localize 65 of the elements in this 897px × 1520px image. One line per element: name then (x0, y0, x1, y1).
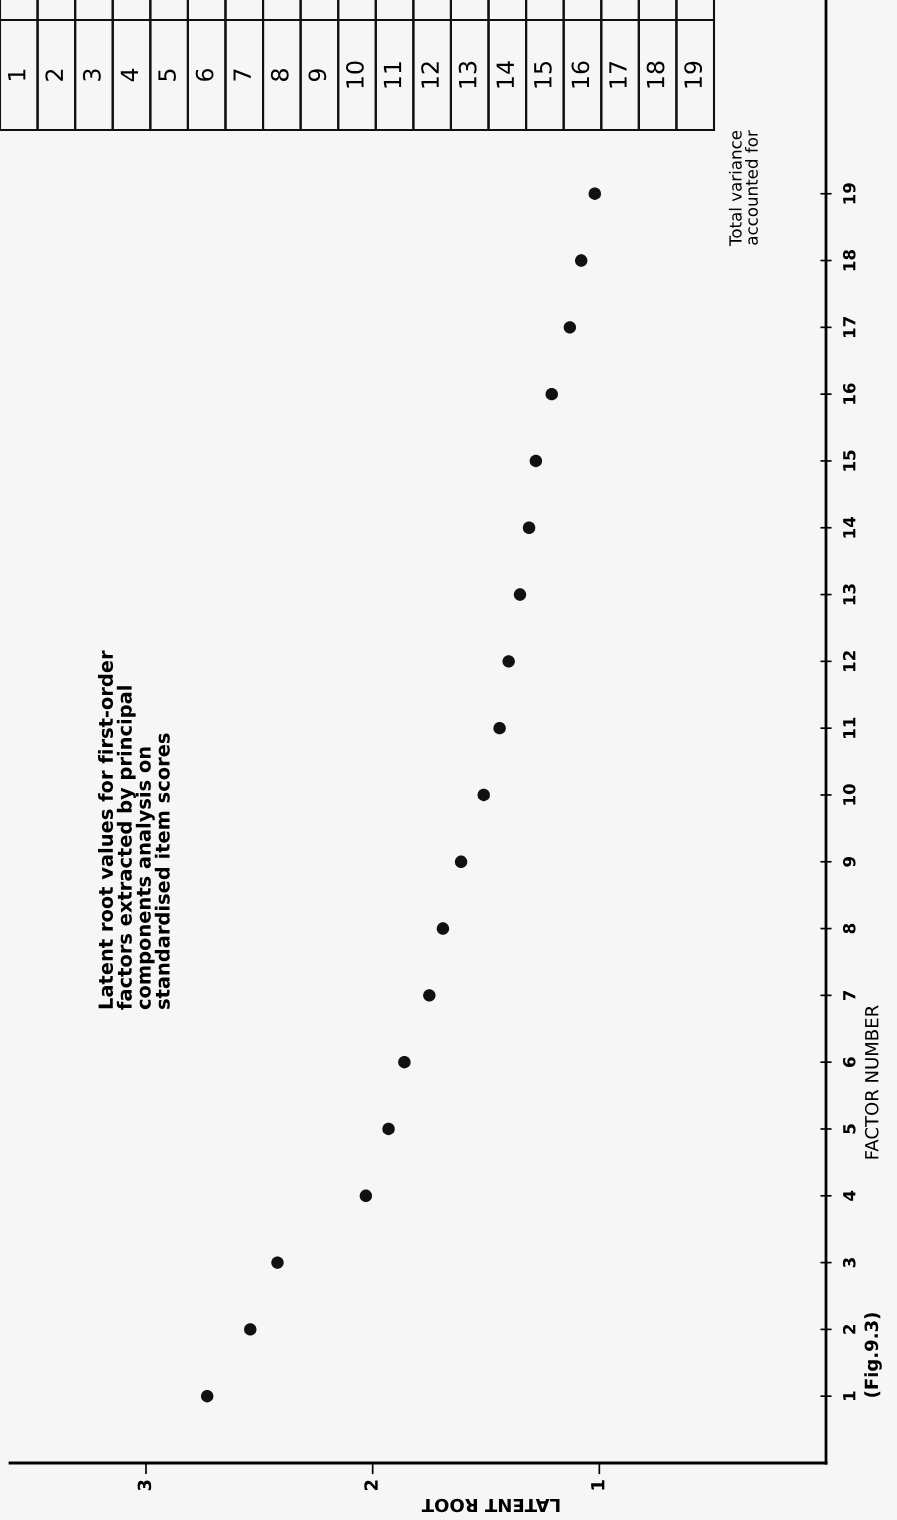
point (200, 1389, 214, 1403)
point (493, 721, 506, 735)
y-axis-title: FACTOR NUMBER (864, 1005, 879, 1159)
x-tick-label: 3 (137, 1480, 152, 1491)
y-tick-label: 10 (842, 784, 856, 805)
annotation: 5 (158, 69, 176, 81)
point (545, 387, 558, 401)
annotation: 19 (684, 61, 703, 88)
y-tick-label: 4 (843, 1190, 856, 1201)
point (244, 1323, 257, 1336)
annotation: 12 (421, 62, 439, 88)
annotation: 18 (646, 61, 665, 88)
annotation: 13 (458, 61, 477, 88)
point (563, 321, 577, 334)
annotation: 3 (82, 69, 101, 81)
y-tick-label: 2 (842, 1325, 856, 1334)
y-tick-label: 14 (843, 516, 856, 538)
point (359, 1189, 373, 1202)
annotation: 14 (496, 61, 514, 88)
y-tick-label: 3 (842, 1258, 856, 1268)
point (477, 788, 490, 802)
point (454, 855, 468, 868)
annotation: 6 (195, 68, 214, 81)
point (513, 588, 527, 601)
text: (Fig.9.3) (864, 1313, 882, 1397)
y-tick-label: 1 (843, 1391, 856, 1401)
y-tick-label: 9 (842, 857, 856, 867)
y-tick-label: 6 (842, 1057, 856, 1067)
point (271, 1256, 284, 1269)
point (574, 254, 588, 267)
annotation: 15 (534, 62, 552, 88)
point (398, 1055, 411, 1069)
point (382, 1122, 395, 1136)
annotation: 8 (270, 69, 289, 81)
annotation: Total variance accounted for (728, 130, 758, 247)
point (502, 655, 515, 668)
y-tick-label: 13 (842, 584, 856, 605)
y-tick-label: 7 (843, 990, 856, 1001)
y-tick-label: 11 (843, 717, 856, 738)
annotation: 10 (345, 61, 364, 88)
point (588, 187, 602, 200)
y-tick-label: 16 (842, 383, 856, 404)
x-tick-label: 2 (364, 1480, 378, 1491)
x-axis-title: LATENT ROOT (421, 1498, 560, 1513)
point (529, 454, 543, 468)
y-tick-label: 15 (843, 450, 856, 471)
annotation: 2 (45, 69, 63, 81)
point (423, 989, 436, 1002)
y-tick-label: 12 (842, 651, 856, 672)
annotation: 9 (308, 69, 327, 82)
y-tick-label: 18 (842, 249, 856, 271)
annotation: 16 (571, 61, 590, 88)
y-tick-label: 8 (842, 923, 856, 934)
point (522, 521, 536, 534)
x-tick-label: 1 (591, 1480, 605, 1490)
text: Latent root values for first-order factors extracted by principal components analysis on standardised item scores (98, 650, 170, 1010)
point (436, 922, 450, 935)
y-tick-label: 19 (842, 183, 856, 204)
annotation: 17 (609, 62, 627, 88)
y-tick-label: 5 (843, 1124, 856, 1134)
annotation: 11 (383, 62, 402, 88)
annotation: 4 (120, 68, 139, 82)
annotation: 1 (8, 69, 26, 80)
annotation: 7 (233, 69, 251, 81)
y-tick-label: 17 (843, 317, 856, 338)
